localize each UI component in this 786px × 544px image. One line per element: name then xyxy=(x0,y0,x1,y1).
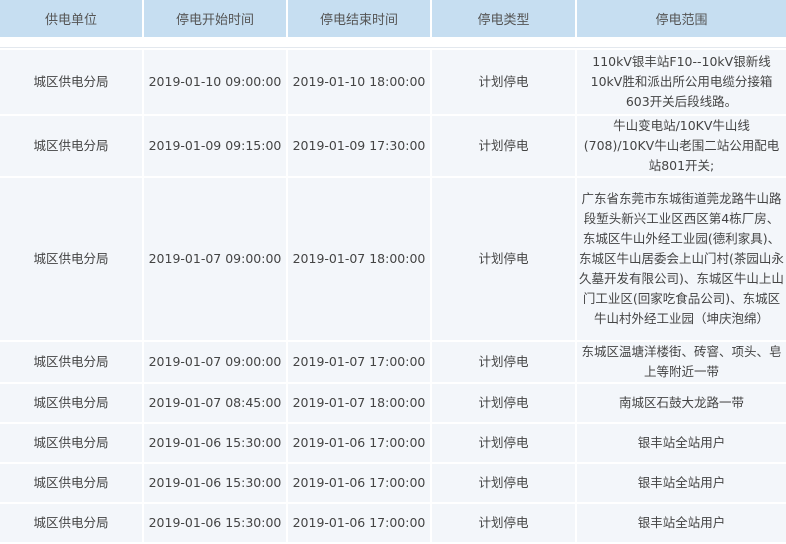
column-header: 停电类型 xyxy=(432,0,575,37)
scope-cell: 银丰站全站用户 xyxy=(577,504,786,542)
end-time-cell: 2019-01-06 17:00:00 xyxy=(288,504,430,542)
unit-cell: 城区供电分局 xyxy=(0,504,142,542)
unit-cell: 城区供电分局 xyxy=(0,50,142,114)
scope-cell: 银丰站全站用户 xyxy=(577,424,786,462)
scope-cell: 牛山变电站/10KV牛山线(708)/10KV牛山老围二站公用配电站801开关; xyxy=(577,116,786,176)
unit-cell: 城区供电分局 xyxy=(0,178,142,340)
column-header: 停电开始时间 xyxy=(144,0,286,37)
table-row: 城区供电分局 2019-01-07 08:45:00 2019-01-07 18:0… xyxy=(0,384,786,422)
table-row: 城区供电分局 2019-01-06 15:30:00 2019-01-06 17:0… xyxy=(0,504,786,542)
start-time-cell: 2019-01-06 15:30:00 xyxy=(144,424,286,462)
header-row: 供电单位 停电开始时间 停电结束时间 停电类型 停电范围 xyxy=(0,0,786,37)
type-cell: 计划停电 xyxy=(432,464,575,502)
unit-cell: 城区供电分局 xyxy=(0,424,142,462)
end-time-cell: 2019-01-07 18:00:00 xyxy=(288,384,430,422)
table-row: 城区供电分局 2019-01-09 09:15:00 2019-01-09 17:3… xyxy=(0,116,786,176)
column-header: 停电结束时间 xyxy=(288,0,430,37)
table-row: 城区供电分局 2019-01-10 09:00:00 2019-01-10 18:0… xyxy=(0,50,786,114)
start-time-cell: 2019-01-06 15:30:00 xyxy=(144,464,286,502)
start-time-cell: 2019-01-06 15:30:00 xyxy=(144,504,286,542)
table-row: 城区供电分局 2019-01-07 09:00:00 2019-01-07 17:0… xyxy=(0,342,786,382)
end-time-cell: 2019-01-09 17:30:00 xyxy=(288,116,430,176)
start-time-cell: 2019-01-10 09:00:00 xyxy=(144,50,286,114)
table-row: 城区供电分局 2019-01-07 09:00:00 2019-01-07 18:0… xyxy=(0,178,786,340)
start-time-cell: 2019-01-09 09:15:00 xyxy=(144,116,286,176)
unit-cell: 城区供电分局 xyxy=(0,342,142,382)
start-time-cell: 2019-01-07 08:45:00 xyxy=(144,384,286,422)
scope-cell: 广东省东莞市东城街道莞龙路牛山路段堑头新兴工业区西区第4栋厂房、东城区牛山外经工… xyxy=(577,178,786,340)
end-time-cell: 2019-01-10 18:00:00 xyxy=(288,50,430,114)
spacer xyxy=(0,39,786,48)
table-row: 城区供电分局 2019-01-06 15:30:00 2019-01-06 17:0… xyxy=(0,464,786,502)
column-header: 停电范围 xyxy=(577,0,786,37)
type-cell: 计划停电 xyxy=(432,384,575,422)
end-time-cell: 2019-01-07 18:00:00 xyxy=(288,178,430,340)
end-time-cell: 2019-01-07 17:00:00 xyxy=(288,342,430,382)
scope-cell: 东城区温塘洋楼街、砖窨、项头、皂上等附近一带 xyxy=(577,342,786,382)
start-time-cell: 2019-01-07 09:00:00 xyxy=(144,178,286,340)
column-header: 供电单位 xyxy=(0,0,142,37)
table-row: 城区供电分局 2019-01-06 15:30:00 2019-01-06 17:0… xyxy=(0,424,786,462)
scope-cell: 南城区石鼓大龙路一带 xyxy=(577,384,786,422)
type-cell: 计划停电 xyxy=(432,50,575,114)
unit-cell: 城区供电分局 xyxy=(0,384,142,422)
type-cell: 计划停电 xyxy=(432,424,575,462)
start-time-cell: 2019-01-07 09:00:00 xyxy=(144,342,286,382)
scope-cell: 110kV银丰站F10--10kV银新线10kV胜和派出所公用电缆分接箱603开… xyxy=(577,50,786,114)
type-cell: 计划停电 xyxy=(432,342,575,382)
type-cell: 计划停电 xyxy=(432,504,575,542)
unit-cell: 城区供电分局 xyxy=(0,116,142,176)
type-cell: 计划停电 xyxy=(432,178,575,340)
unit-cell: 城区供电分局 xyxy=(0,464,142,502)
end-time-cell: 2019-01-06 17:00:00 xyxy=(288,464,430,502)
end-time-cell: 2019-01-06 17:00:00 xyxy=(288,424,430,462)
scope-cell: 银丰站全站用户 xyxy=(577,464,786,502)
type-cell: 计划停电 xyxy=(432,116,575,176)
